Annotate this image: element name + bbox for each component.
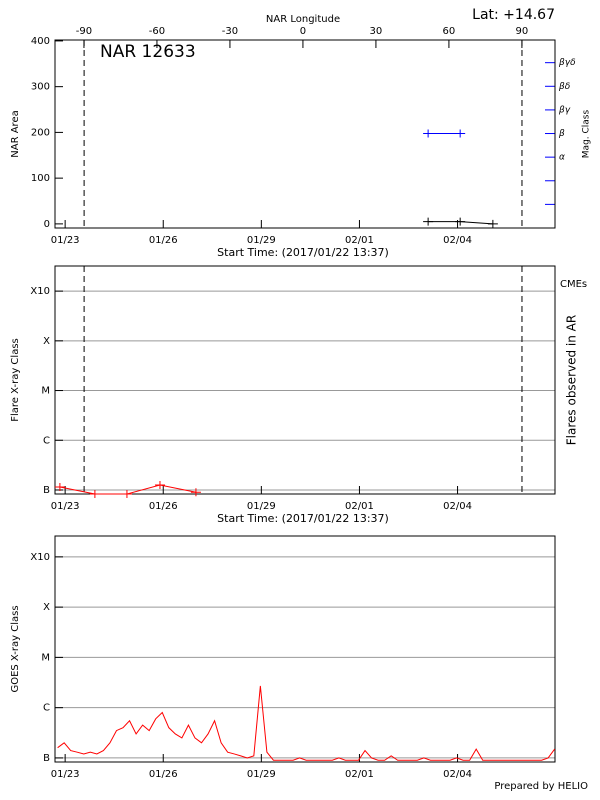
point-marker (190, 488, 201, 497)
x-tick-label: 01/29 (247, 235, 276, 246)
x-tick-label: 02/01 (345, 235, 374, 246)
annotation: CMEs (560, 279, 587, 290)
x2-tick-label: -90 (76, 26, 92, 37)
x2-tick-label: 30 (370, 26, 383, 37)
y2-tick-label: β (558, 129, 565, 139)
x2-tick-label: 0 (300, 26, 306, 37)
x-tick-label: 02/01 (345, 769, 374, 780)
y2-tick-label: βδ (558, 82, 571, 92)
point-marker (487, 219, 498, 228)
x-tick-label: 02/01 (345, 501, 374, 512)
plot-frame (54, 39, 556, 229)
y-tick-label: B (43, 485, 50, 496)
y-tick-label: 400 (31, 36, 50, 47)
point-marker (423, 217, 434, 226)
y-tick-label: M (41, 386, 50, 397)
x-tick-label: 01/29 (247, 769, 276, 780)
y-tick-label: C (43, 703, 50, 714)
y-tick-label: X (43, 336, 50, 347)
point-marker (121, 490, 132, 498)
x2-axis-label: NAR Longitude (266, 14, 340, 25)
series-line (57, 685, 556, 761)
y2-tick-label: βγ (558, 105, 571, 115)
y-tick-label: 200 (31, 127, 50, 138)
x-axis-label: Start Time: (2017/01/22 13:37) (217, 512, 389, 525)
y-axis-label: NAR Area (10, 110, 21, 157)
y-tick-label: M (41, 652, 50, 663)
x-axis-label: Start Time: (2017/01/22 13:37) (217, 246, 389, 259)
y2-axis-label: Flares observed in AR (565, 315, 579, 445)
x-tick-label: 01/23 (51, 501, 80, 512)
plot-frame (54, 535, 556, 763)
y-tick-label: B (43, 753, 50, 764)
y-tick-label: 300 (31, 82, 50, 93)
y-tick-label: X10 (30, 286, 50, 297)
x2-tick-label: 90 (516, 26, 529, 37)
x-tick-label: 01/23 (51, 235, 80, 246)
y-axis-label: GOES X-ray Class (10, 605, 21, 692)
point-marker (455, 129, 466, 138)
plot-frame (54, 265, 556, 495)
y-tick-label: 100 (31, 173, 50, 184)
x-tick-label: 01/29 (247, 501, 276, 512)
x2-tick-label: 60 (443, 26, 456, 37)
point-marker (89, 490, 100, 498)
point-marker (455, 217, 466, 226)
x-tick-label: 02/04 (443, 235, 472, 246)
y-tick-label: C (43, 435, 50, 446)
chart-subtitle: Lat: +14.67 (472, 7, 555, 23)
x-tick-label: 01/26 (149, 769, 178, 780)
x2-tick-label: -30 (222, 26, 238, 37)
y-tick-label: X (43, 602, 50, 613)
y2-tick-label: α (559, 153, 565, 163)
y-tick-label: 0 (44, 219, 50, 230)
y2-axis-label: Mag. Class (582, 109, 592, 158)
point-marker (154, 480, 165, 489)
x2-tick-label: -60 (149, 26, 165, 37)
y-tick-label: X10 (30, 552, 50, 563)
x-tick-label: 01/23 (51, 769, 80, 780)
y-axis-label: Flare X-ray Class (10, 338, 21, 422)
x-tick-label: 01/26 (149, 235, 178, 246)
footer: Prepared by HELIO (494, 781, 588, 792)
point-marker (54, 482, 65, 491)
y2-tick-label: βγδ (558, 58, 576, 68)
x-tick-label: 02/04 (443, 769, 472, 780)
x-tick-label: 01/26 (149, 501, 178, 512)
point-marker (423, 129, 434, 138)
x-tick-label: 02/04 (443, 501, 472, 512)
chart-title: NAR 12633 (100, 42, 196, 62)
